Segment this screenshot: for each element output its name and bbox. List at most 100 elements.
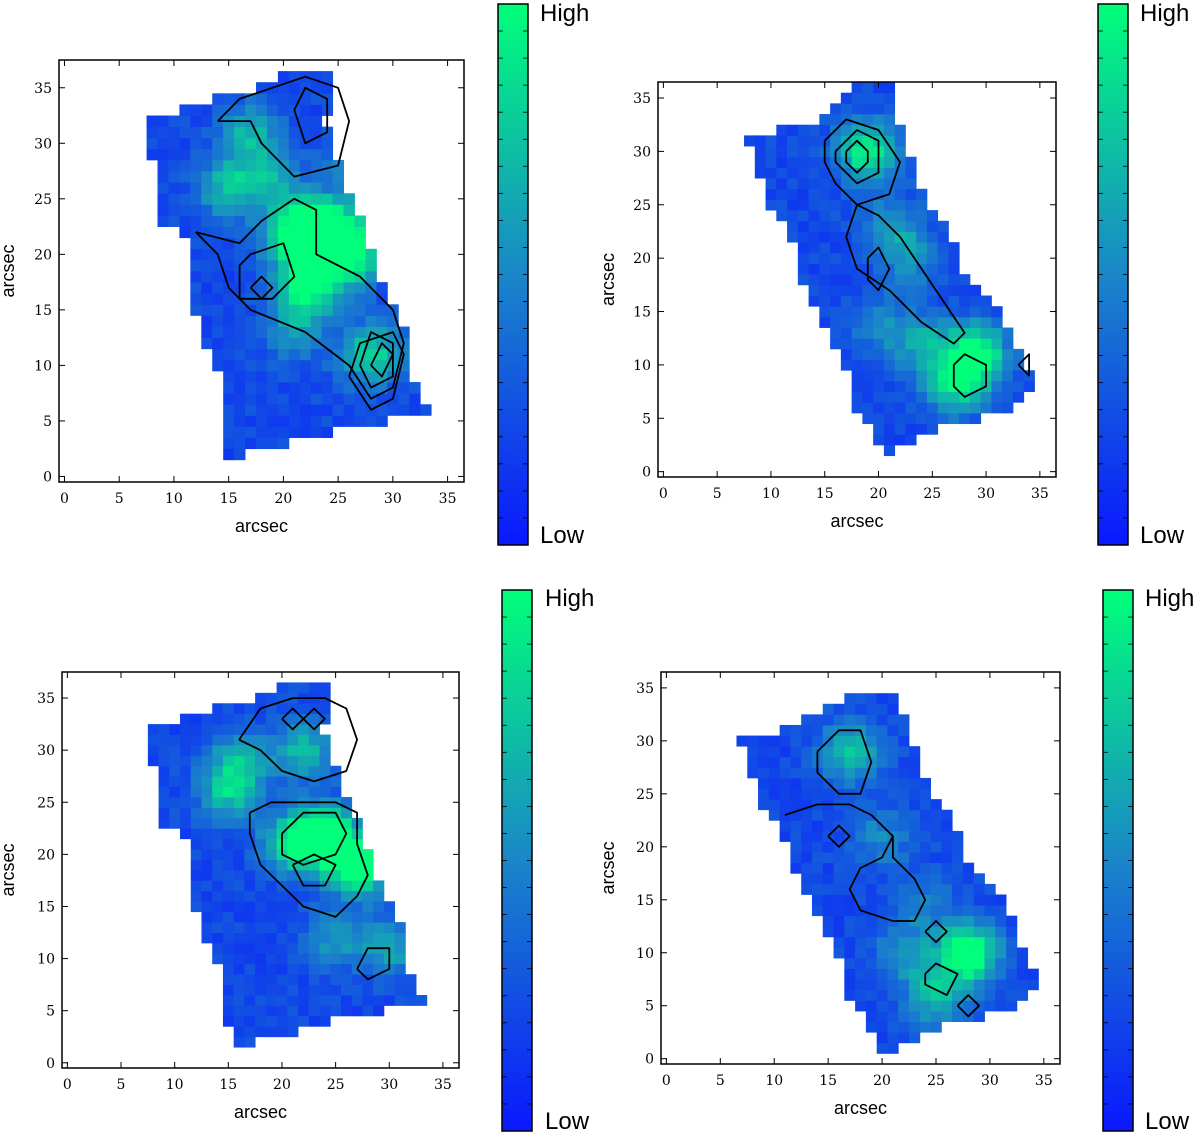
heatmap-pixel: [168, 137, 180, 150]
heatmap-pixel: [980, 402, 992, 414]
heatmap-pixel: [179, 226, 191, 239]
contour-line: [845, 139, 869, 174]
heatmap-pixel: [959, 412, 971, 425]
heatmap-pixel: [276, 786, 288, 798]
heatmap-pixel: [276, 744, 288, 756]
heatmap-pixel: [855, 735, 867, 747]
heatmap-pixel: [855, 693, 867, 705]
heatmap-pixel: [354, 304, 366, 316]
heatmap-pixel: [319, 786, 331, 798]
heatmap-pixel: [383, 922, 396, 933]
heatmap-pixel: [937, 274, 949, 286]
heatmap-pixel: [330, 786, 342, 798]
heatmap-pixel: [255, 984, 267, 996]
y-tick-label: 5: [642, 411, 651, 427]
heatmap-pixel: [266, 304, 279, 316]
heatmap-pixel: [894, 380, 906, 392]
heatmap-pixel: [223, 193, 235, 205]
heatmap-pixel: [754, 167, 766, 179]
heatmap-pixel: [1016, 989, 1029, 1001]
heatmap-pixel: [905, 188, 917, 200]
heatmap-pixel: [277, 304, 290, 316]
heatmap-pixel: [190, 755, 202, 767]
heatmap-pixel: [276, 963, 288, 975]
heatmap-pixel: [894, 146, 906, 158]
heatmap-pixel: [266, 226, 279, 239]
heatmap-pixel: [201, 776, 213, 788]
heatmap-pixel: [298, 786, 310, 798]
heatmap-pixel: [332, 393, 344, 405]
heatmap-pixel: [819, 295, 831, 307]
heatmap-pixel: [790, 841, 802, 853]
heatmap-pixel: [169, 744, 181, 756]
heatmap-pixel: [222, 776, 235, 788]
heatmap-pixel: [962, 958, 975, 970]
x-tick-label: 10: [762, 486, 780, 502]
heatmap-pixel: [330, 890, 342, 902]
heatmap-pixel: [343, 226, 355, 239]
heatmap-pixel: [308, 1015, 320, 1027]
heatmap-pixel: [234, 382, 246, 394]
heatmap-pixel: [855, 979, 867, 991]
heatmap-pixel: [287, 901, 299, 913]
heatmap-pixel: [765, 135, 777, 147]
heatmap-pixel: [862, 306, 874, 318]
heatmap-pixel: [343, 348, 355, 361]
heatmap-pixel: [883, 242, 896, 254]
heatmap-pixel: [797, 242, 809, 254]
heatmap-pixel: [244, 984, 256, 996]
heatmap-pixel: [844, 693, 856, 705]
heatmap-pixel: [308, 870, 320, 881]
heatmap-pixel: [212, 148, 224, 161]
heatmap-pixel: [916, 295, 928, 307]
heatmap-pixel: [265, 786, 277, 798]
heatmap-pixel: [916, 252, 928, 264]
heatmap-pixel: [298, 849, 310, 860]
heatmap-pixel: [288, 237, 301, 250]
heatmap-pixel: [865, 958, 878, 970]
heatmap-pixel: [321, 248, 334, 261]
heatmap-pixel: [179, 115, 191, 128]
heatmap-pixel: [995, 958, 1007, 970]
heatmap-pixel: [190, 182, 202, 194]
heatmap-pixel: [233, 765, 245, 777]
heatmap-pixel: [169, 776, 181, 788]
heatmap-pixel: [830, 210, 842, 222]
heatmap-pixel: [962, 936, 975, 948]
heatmap-pixel: [948, 412, 960, 425]
heatmap-pixel: [383, 974, 396, 986]
heatmap-pixel: [905, 199, 917, 211]
heatmap-pixel: [941, 883, 953, 895]
heatmap-pixel: [937, 316, 949, 328]
heatmap-pixel: [308, 922, 320, 933]
heatmap-pixel: [234, 393, 246, 405]
heatmap-pixel: [255, 942, 267, 954]
heatmap-pixel: [234, 126, 246, 139]
heatmap-pixel: [351, 942, 363, 954]
heatmap-pixel: [790, 746, 802, 758]
heatmap-pixel: [909, 894, 921, 906]
heatmap-pixel: [310, 315, 323, 327]
heatmap-pixel: [905, 359, 917, 371]
heatmap-pixel: [873, 295, 885, 307]
heatmap-pixel: [287, 963, 299, 975]
heatmap-pixel: [244, 744, 256, 756]
heatmap-pixel: [758, 756, 770, 768]
heatmap-pixel: [308, 744, 320, 756]
x-tick-label: 20: [274, 491, 292, 507]
heatmap-pixel: [212, 828, 224, 840]
heatmap-pixel: [288, 304, 301, 316]
heatmap-pixel: [883, 124, 896, 136]
heatmap-pixel: [276, 1005, 288, 1017]
heatmap-pixel: [926, 423, 939, 435]
heatmap-pixel: [844, 915, 856, 927]
heatmap-pixel: [973, 926, 985, 938]
heatmap-pixel: [319, 901, 331, 913]
heatmap-pixel: [365, 315, 377, 327]
heatmap-pixel: [308, 984, 320, 996]
heatmap-pixel: [969, 327, 982, 339]
heatmap-pixel: [212, 932, 224, 944]
